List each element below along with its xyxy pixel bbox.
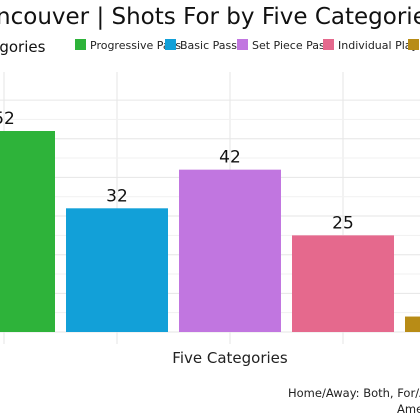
legend-swatch <box>237 39 248 50</box>
caption-line-2: Ame <box>397 402 420 416</box>
bar-value-label: 52 <box>0 109 15 129</box>
caption-line-1: Home/Away: Both, For/Aga <box>288 386 420 400</box>
chart-title: Vancouver | Shots For by Five Categories <box>0 4 420 30</box>
bar-other <box>405 316 420 332</box>
bar-value-label: 42 <box>219 148 241 168</box>
bar-individual-play <box>292 235 394 332</box>
legend-title: Five Categories <box>0 38 46 56</box>
legend-label: Individual Play <box>338 39 418 52</box>
legend-label: Progressive Pass <box>90 39 181 52</box>
legend-label: Set Piece Pass <box>252 39 331 52</box>
legend-swatch <box>408 39 419 50</box>
bar-labels: 52 32 42 25 <box>0 109 354 233</box>
bar-value-label: 32 <box>106 186 128 206</box>
bar-value-label: 25 <box>332 213 354 233</box>
bar-progressive-pass <box>0 131 55 332</box>
bars <box>0 131 420 332</box>
bar-set-piece-pass <box>179 169 281 332</box>
legend-swatch <box>323 39 334 50</box>
legend-swatch <box>75 39 86 50</box>
legend-label: Basic Pass <box>180 39 237 52</box>
bar-basic-pass <box>66 208 168 332</box>
x-axis-title: Five Categories <box>172 349 288 367</box>
legend-swatch <box>165 39 176 50</box>
